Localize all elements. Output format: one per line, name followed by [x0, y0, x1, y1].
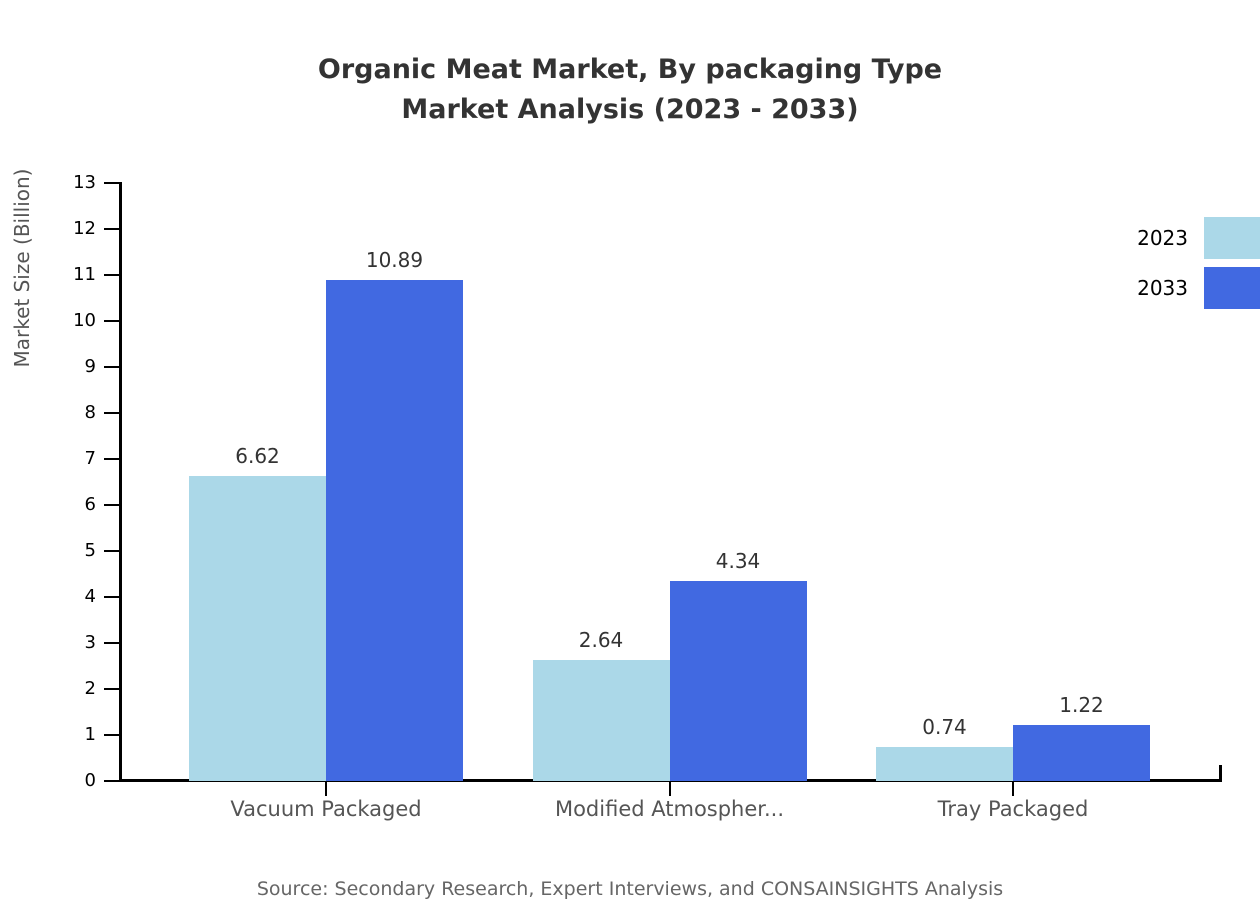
- y-tick-0: [104, 780, 122, 782]
- chart-title: Organic Meat Market, By packaging Type M…: [0, 50, 1260, 130]
- y-tick-8: [104, 412, 122, 414]
- y-tick-label-6: 6: [84, 494, 96, 515]
- legend-label-2023: 2023: [1137, 226, 1188, 250]
- legend-swatch-2033: [1204, 267, 1260, 309]
- legend-label-2033: 2033: [1137, 276, 1188, 300]
- y-tick-label-9: 9: [84, 356, 96, 377]
- y-tick-12: [104, 228, 122, 230]
- bar-2023-group-2[interactable]: [532, 659, 670, 781]
- y-tick-label-8: 8: [84, 402, 96, 423]
- legend-swatch-2023: [1204, 217, 1260, 259]
- y-tick-label-1: 1: [84, 724, 96, 745]
- legend-item-2023[interactable]: 2023: [1100, 213, 1260, 263]
- y-tick-11: [104, 274, 122, 276]
- y-tick-3: [104, 642, 122, 644]
- bar-2033-group-1[interactable]: [326, 280, 463, 781]
- y-tick-label-4: 4: [84, 586, 96, 607]
- y-tick-13: [104, 182, 122, 184]
- chart-source-note: Source: Secondary Research, Expert Inter…: [256, 878, 1004, 900]
- x-axis-category-label-1: Vacuum Packaged: [230, 797, 422, 821]
- chart-title-line-1: Organic Meat Market, By packaging Type: [317, 54, 943, 85]
- bar-value-label-2033-group-3: 1.22: [1059, 692, 1104, 717]
- bar-2033-group-2[interactable]: [669, 581, 807, 781]
- chart-legend: 2023 2033: [1100, 213, 1260, 313]
- bar-value-label-2023-group-1: 6.62: [235, 444, 280, 469]
- bar-value-label-2023-group-3: 0.74: [922, 714, 967, 739]
- y-tick-label-11: 11: [73, 264, 96, 285]
- y-axis-title: Market Size (Billion): [10, 168, 34, 368]
- plot-area: 6.62 10.89 2.64 4.34 0.74 1.22: [122, 183, 1222, 781]
- y-tick-4: [104, 596, 122, 598]
- bar-2023-group-1[interactable]: [189, 476, 326, 781]
- y-tick-label-12: 12: [73, 218, 96, 239]
- y-tick-label-13: 13: [73, 172, 96, 193]
- bar-value-label-2033-group-1: 10.89: [365, 248, 424, 273]
- bar-2023-group-3[interactable]: [876, 746, 1013, 781]
- legend-item-2033[interactable]: 2033: [1100, 263, 1260, 313]
- x-tick-3: [1012, 781, 1014, 796]
- y-tick-label-10: 10: [73, 310, 96, 331]
- y-axis-line: [119, 183, 122, 781]
- x-axis-end-cap: [1219, 765, 1222, 782]
- y-tick-label-5: 5: [84, 540, 96, 561]
- y-tick-label-3: 3: [84, 632, 96, 653]
- chart-title-line-2: Market Analysis (2023 - 2033): [401, 94, 859, 125]
- y-tick-10: [104, 320, 122, 322]
- bar-value-label-2023-group-2: 2.64: [578, 627, 624, 652]
- bar-2033-group-3[interactable]: [1013, 724, 1150, 781]
- y-tick-2: [104, 688, 122, 690]
- y-tick-7: [104, 458, 122, 460]
- x-axis-category-label-2: Modified Atmospher...: [554, 797, 785, 821]
- y-tick-label-0: 0: [84, 770, 96, 791]
- y-tick-9: [104, 366, 122, 368]
- y-tick-5: [104, 550, 122, 552]
- y-tick-label-7: 7: [84, 448, 96, 469]
- bar-value-label-2033-group-2: 4.34: [715, 549, 761, 574]
- y-tick-6: [104, 504, 122, 506]
- y-tick-1: [104, 734, 122, 736]
- y-tick-label-2: 2: [84, 678, 96, 699]
- x-tick-2: [668, 781, 671, 796]
- x-axis-category-label-3: Tray Packaged: [937, 797, 1089, 821]
- x-tick-1: [325, 781, 327, 796]
